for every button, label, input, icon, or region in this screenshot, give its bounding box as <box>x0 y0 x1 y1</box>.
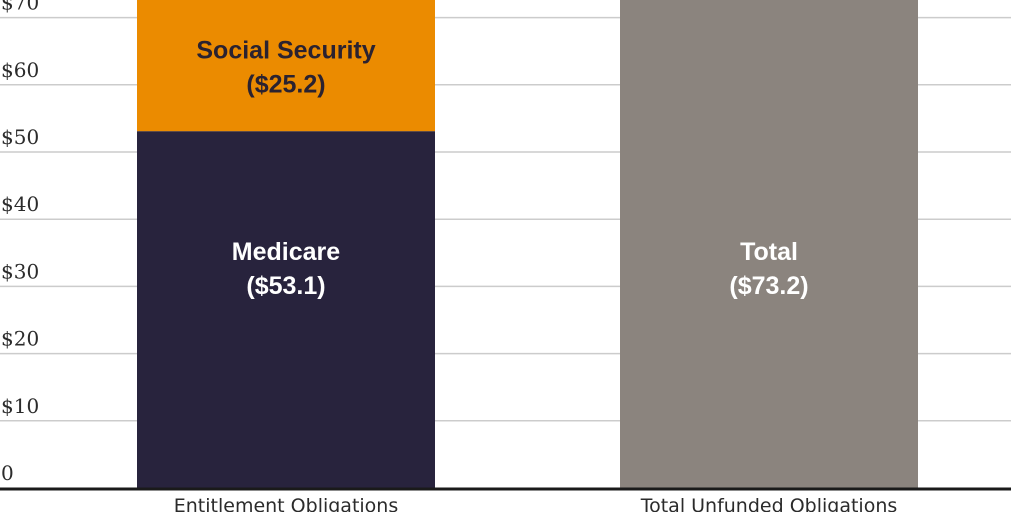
y-tick-label: $40 <box>1 192 39 216</box>
segment-data-label: Social Security ($25.2) <box>196 37 375 99</box>
y-tick-label: $60 <box>1 58 39 82</box>
x-category-label: Total Unfunded Obligations <box>640 495 898 512</box>
bar-segment <box>620 0 918 488</box>
x-axis-category-labels: Entitlement Obligations Total Unfunded Ob… <box>174 495 898 512</box>
y-tick-label: $50 <box>1 125 39 149</box>
bar-segments <box>137 0 918 488</box>
y-tick-label: $70 <box>1 0 39 15</box>
segment-data-label: Total ($73.2) <box>729 238 808 300</box>
x-category-label: Entitlement Obligations <box>174 495 399 512</box>
y-tick-label: $10 <box>1 394 39 418</box>
segment-data-label: Medicare ($53.1) <box>232 238 340 300</box>
segment-labels: Medicare ($53.1) Social Security ($25.2) Tot… <box>196 37 808 300</box>
y-tick-label: 0 <box>1 461 14 485</box>
y-axis-tick-labels: 0 $10 $20 $30 $40 $50 $60 $70 <box>1 0 39 485</box>
bar-segment <box>137 0 435 132</box>
y-tick-label: $30 <box>1 259 39 283</box>
bar-segment <box>137 131 435 488</box>
y-tick-label: $20 <box>1 327 39 351</box>
